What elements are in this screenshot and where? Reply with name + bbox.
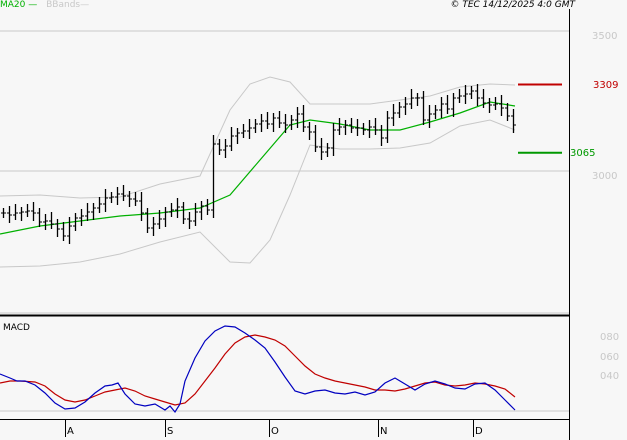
support-label: 3065 [570,148,596,159]
chart-legend: MA20 — BBands— [0,0,89,11]
copyright-timestamp: © TEC 14/12/2025 4:0 GMT [450,0,575,10]
bbands-upper-line [0,76,516,199]
y-label-3500: 3500 [592,31,618,42]
macd-label-040: 040 [600,371,620,382]
macd-line [0,325,516,414]
price-bars [1,84,516,244]
y-label-3000: 3000 [592,171,618,182]
macd-label-080: 080 [600,332,620,343]
legend-ma20: MA20 — [0,0,38,10]
legend-bbands: BBands— [46,0,90,10]
x-label-s: S [167,426,174,437]
ma20-line [0,101,516,235]
bbands-lower-line [0,119,516,268]
x-label-n: N [380,426,388,437]
macd-panel-title: MACD [3,323,30,333]
x-label-a: A [67,426,74,437]
macd-label-060: 060 [600,352,620,363]
macd-signal-line [0,334,516,406]
x-axis-ticks [65,420,474,437]
resistance-label: 3309 [593,80,619,91]
x-label-o: O [271,426,279,437]
x-label-d: D [475,426,483,437]
